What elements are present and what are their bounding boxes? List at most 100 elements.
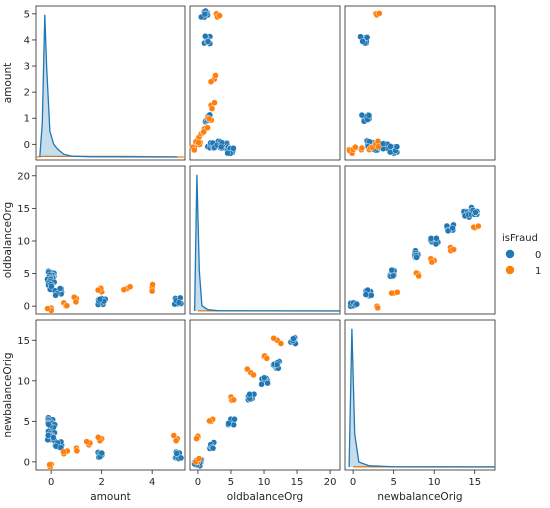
point-isFraud-0: [353, 301, 360, 308]
point-isFraud-0: [258, 381, 265, 388]
point-isFraud-0: [98, 449, 106, 457]
legend: isFraud 0 1: [502, 233, 541, 277]
x-tick-label: 15: [291, 477, 304, 488]
point-isFraud-0: [393, 143, 401, 150]
y-tick-label: 0: [24, 457, 30, 468]
point-isFraud-1: [205, 115, 213, 123]
kde-fill-isFraud-0: [39, 14, 178, 157]
x-tick-label: 2: [98, 477, 104, 488]
point-isFraud-1: [191, 146, 198, 154]
point-isFraud-0: [387, 143, 394, 150]
point-isFraud-0: [365, 112, 373, 119]
axes-frame: [344, 165, 496, 315]
subplot-oldbalanceOrg-vs-newbalanceOrig: [344, 165, 496, 315]
point-isFraud-0: [201, 10, 209, 18]
point-isFraud-0: [50, 434, 57, 441]
point-isFraud-1: [195, 455, 203, 462]
legend-label-1: 1: [535, 266, 541, 277]
y-tick-label: 0: [24, 140, 30, 151]
point-isFraud-0: [358, 111, 366, 119]
point-isFraud-1: [230, 396, 237, 404]
x-tick-label: 5: [228, 477, 234, 488]
point-isFraud-0: [177, 454, 185, 462]
y-axis-label: newbalanceOrig: [2, 352, 14, 437]
x-tick-label: 5: [390, 477, 396, 488]
point-isFraud-1: [94, 286, 102, 294]
point-isFraud-1: [149, 281, 156, 288]
axes-frame: [344, 5, 496, 161]
subplot-amount-vs-amount: 0 1 2 3 4 5 amount: [2, 5, 186, 161]
point-isFraud-1: [200, 128, 207, 136]
point-isFraud-1: [46, 461, 53, 468]
point-isFraud-0: [433, 235, 440, 242]
point-isFraud-1: [415, 272, 422, 280]
point-isFraud-0: [264, 379, 271, 387]
legend-marker-0: [505, 249, 515, 259]
axes-frame: [35, 165, 186, 315]
x-tick-label: 4: [149, 477, 155, 488]
point-isFraud-0: [217, 143, 225, 151]
pairplot-grid: 012345amount05101520oldbalanceOrg051015n…: [2, 5, 496, 503]
point-isFraud-1: [83, 438, 90, 445]
x-tick-label: 0: [350, 477, 356, 488]
point-isFraud-0: [472, 209, 479, 216]
point-isFraud-1: [72, 298, 80, 306]
point-isFraud-1: [394, 289, 401, 296]
point-isFraud-1: [126, 283, 134, 290]
point-isFraud-0: [224, 149, 231, 157]
y-tick-label: 5: [24, 9, 30, 20]
point-isFraud-0: [359, 38, 366, 45]
point-isFraud-1: [211, 99, 218, 106]
y-axis-label: oldbalanceOrg: [2, 202, 14, 278]
point-isFraud-0: [261, 374, 268, 381]
point-isFraud-1: [73, 447, 81, 454]
point-isFraud-0: [202, 33, 209, 40]
x-tick-label: 20: [324, 477, 337, 488]
point-isFraud-1: [60, 448, 67, 455]
point-isFraud-1: [244, 365, 251, 373]
point-isFraud-1: [44, 305, 51, 312]
point-isFraud-0: [45, 421, 52, 428]
kde-fill-isFraud-0: [194, 174, 340, 311]
point-isFraud-1: [263, 355, 270, 362]
point-isFraud-1: [193, 435, 200, 442]
point-isFraud-0: [449, 224, 456, 232]
x-tick-label: 15: [468, 477, 481, 488]
subplot-newbalanceOrig-vs-newbalanceOrig: 0 5 10 15 newbalanceOrig: [344, 319, 496, 503]
point-isFraud-0: [387, 148, 394, 156]
point-isFraud-0: [225, 420, 232, 427]
point-isFraud-1: [212, 72, 219, 79]
point-isFraud-1: [172, 437, 180, 444]
y-tick-label: 5: [24, 269, 30, 280]
point-isFraud-1: [208, 105, 216, 112]
point-isFraud-0: [48, 283, 55, 290]
point-isFraud-0: [209, 445, 217, 452]
y-tick-label: 10: [17, 376, 30, 387]
point-isFraud-1: [94, 434, 102, 441]
kde-fill-isFraud-0: [349, 328, 495, 467]
point-isFraud-0: [379, 140, 387, 147]
y-tick-label: 20: [17, 171, 30, 182]
kde-line-isFraud-0: [348, 328, 496, 468]
point-isFraud-0: [388, 266, 395, 274]
point-isFraud-1: [148, 287, 156, 295]
x-tick-label: 10: [258, 477, 271, 488]
axes-frame: [35, 319, 186, 471]
y-tick-label: 4: [24, 35, 30, 46]
axes-frame: [189, 165, 341, 315]
point-isFraud-0: [290, 335, 297, 342]
point-isFraud-0: [231, 416, 238, 423]
point-isFraud-1: [375, 143, 382, 150]
point-isFraud-1: [195, 139, 202, 146]
y-tick-label: 15: [17, 204, 30, 215]
point-isFraud-0: [362, 291, 370, 298]
point-isFraud-1: [352, 143, 359, 151]
point-isFraud-0: [368, 292, 375, 299]
point-isFraud-0: [56, 285, 64, 292]
axes-frame: [35, 5, 186, 161]
point-isFraud-1: [475, 222, 482, 230]
legend-label-0: 0: [535, 250, 541, 261]
point-isFraud-1: [376, 10, 383, 17]
point-isFraud-1: [388, 289, 395, 297]
